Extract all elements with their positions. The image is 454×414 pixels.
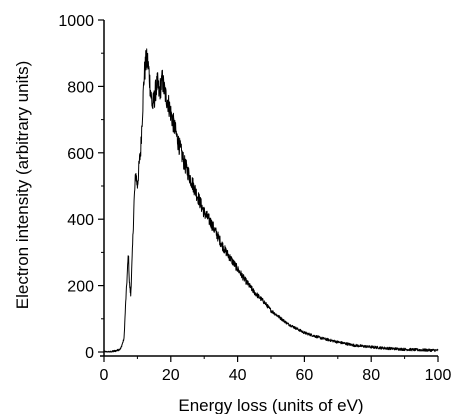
y-tick-label: 400 [67,212,94,229]
y-tick-label: 1000 [58,13,94,30]
x-tick-label: 40 [229,367,247,384]
x-tick-label: 100 [425,367,452,384]
axes [100,20,438,357]
x-tick-label: 20 [162,367,180,384]
x-tick-label: 80 [362,367,380,384]
x-axis-label: Energy loss (units of eV) [178,396,363,414]
y-axis-label: Electron intensity (arbitrary units) [13,61,32,309]
y-tick-label: 600 [67,146,94,163]
x-tick-label: 0 [100,367,109,384]
y-tick-label: 0 [85,345,94,362]
ticks: 0 200 400 600 800 1000 0 20 40 60 80 100 [58,13,451,384]
y-tick-label: 200 [67,279,94,296]
x-tick-label: 60 [296,367,314,384]
y-tick-label: 800 [67,79,94,96]
spectrum-line [103,48,439,353]
series-layer [103,48,439,353]
